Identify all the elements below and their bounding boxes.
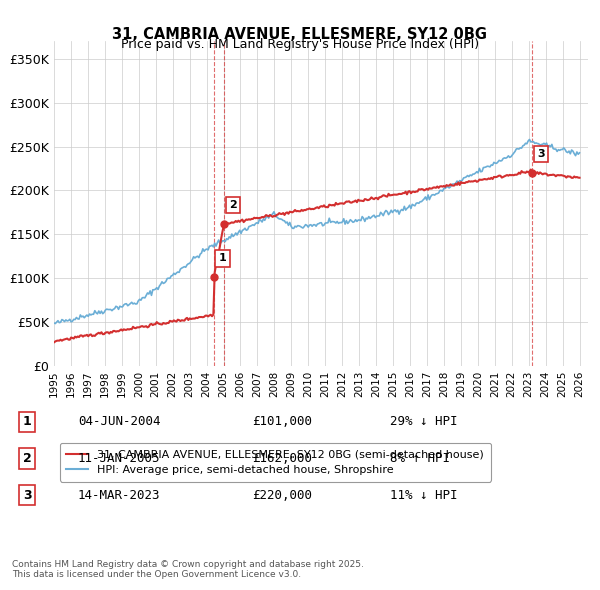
Text: £220,000: £220,000 bbox=[252, 489, 312, 502]
Text: 2: 2 bbox=[23, 452, 31, 465]
Text: 3: 3 bbox=[537, 149, 545, 159]
Text: 2: 2 bbox=[229, 200, 237, 210]
Text: 11-JAN-2005: 11-JAN-2005 bbox=[78, 452, 161, 465]
Text: 11% ↓ HPI: 11% ↓ HPI bbox=[390, 489, 458, 502]
Text: 3: 3 bbox=[23, 489, 31, 502]
Legend: 31, CAMBRIA AVENUE, ELLESMERE, SY12 0BG (semi-detached house), HPI: Average pric: 31, CAMBRIA AVENUE, ELLESMERE, SY12 0BG … bbox=[59, 442, 491, 481]
Text: Price paid vs. HM Land Registry's House Price Index (HPI): Price paid vs. HM Land Registry's House … bbox=[121, 38, 479, 51]
Text: 14-MAR-2023: 14-MAR-2023 bbox=[78, 489, 161, 502]
Text: £101,000: £101,000 bbox=[252, 415, 312, 428]
Text: 04-JUN-2004: 04-JUN-2004 bbox=[78, 415, 161, 428]
Text: 8% ↑ HPI: 8% ↑ HPI bbox=[390, 452, 450, 465]
Text: £162,000: £162,000 bbox=[252, 452, 312, 465]
Text: 1: 1 bbox=[219, 254, 227, 263]
Text: 1: 1 bbox=[23, 415, 31, 428]
Text: 31, CAMBRIA AVENUE, ELLESMERE, SY12 0BG: 31, CAMBRIA AVENUE, ELLESMERE, SY12 0BG bbox=[113, 27, 487, 41]
Text: 29% ↓ HPI: 29% ↓ HPI bbox=[390, 415, 458, 428]
Text: Contains HM Land Registry data © Crown copyright and database right 2025.
This d: Contains HM Land Registry data © Crown c… bbox=[12, 560, 364, 579]
